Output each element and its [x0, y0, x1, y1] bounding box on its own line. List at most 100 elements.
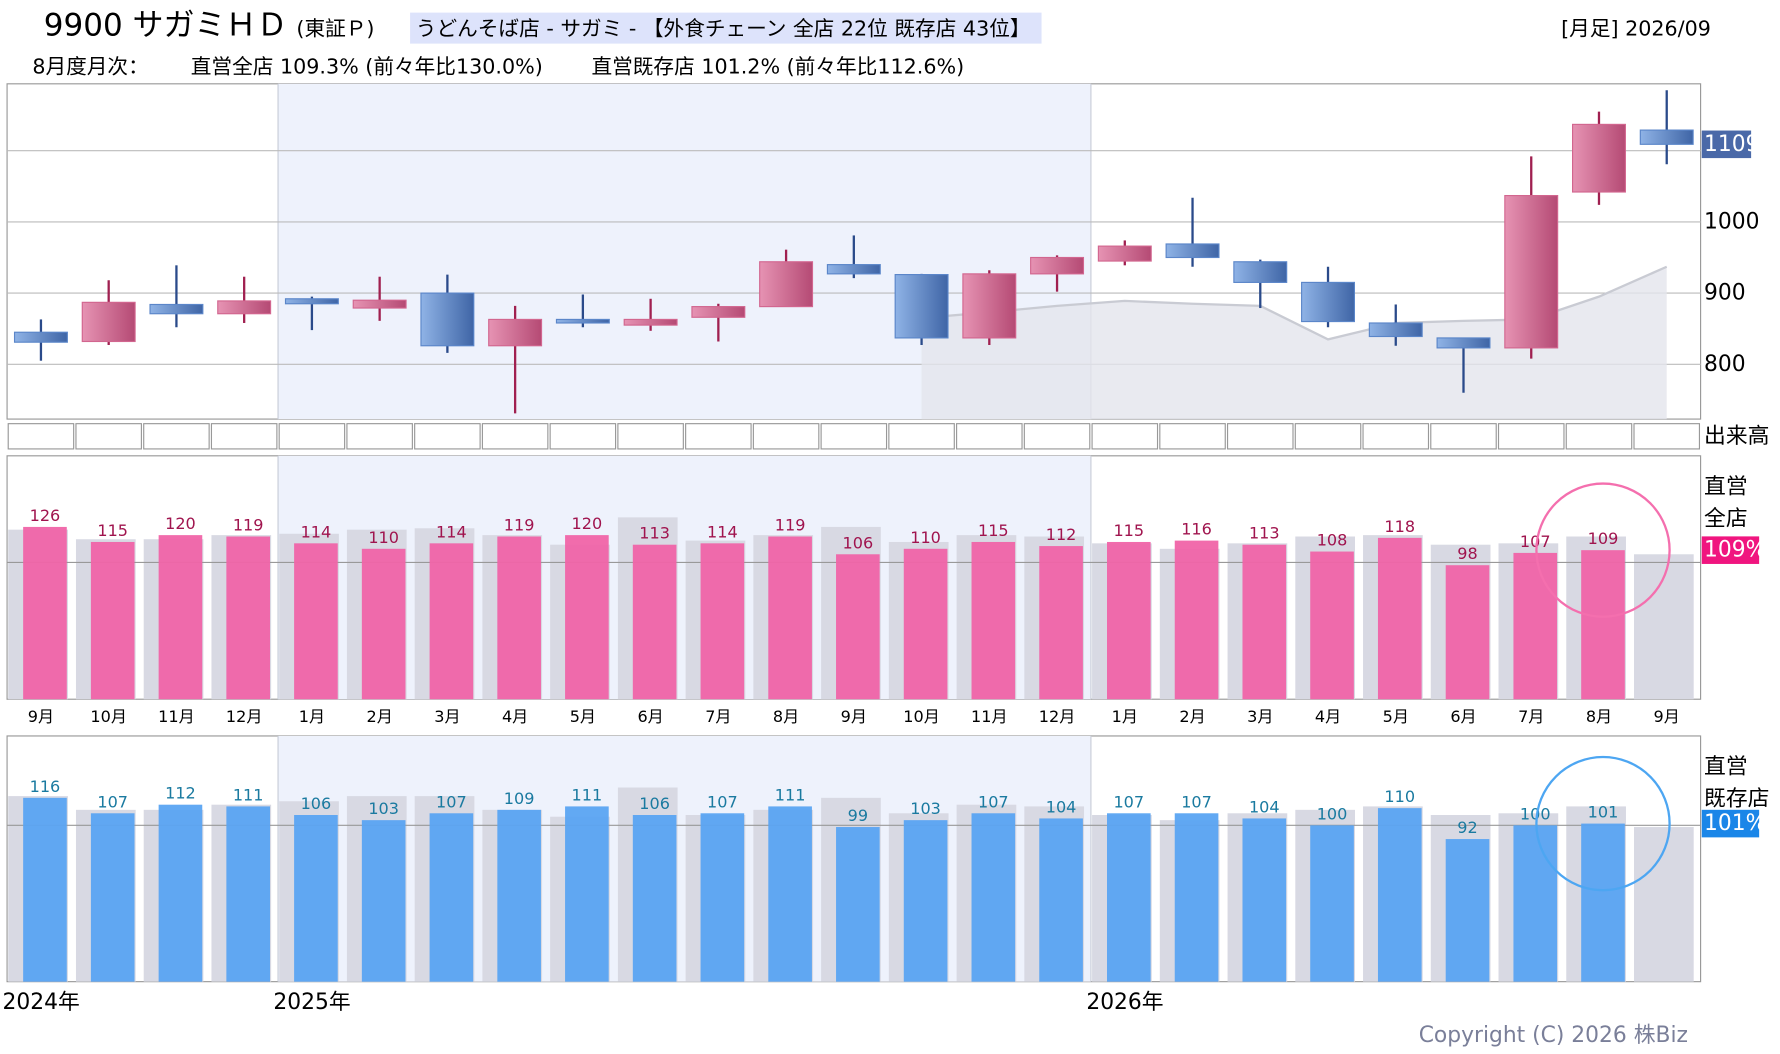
value-label: 114	[301, 522, 332, 541]
bar	[429, 813, 474, 982]
volume-cell	[1091, 423, 1159, 450]
volume-cell	[888, 423, 955, 450]
x-tick-label: 6月	[1450, 707, 1476, 726]
candle-body	[1301, 281, 1355, 323]
year-label: 2026年	[1086, 990, 1163, 1015]
bar	[361, 548, 406, 700]
x-tick-label: 3月	[1247, 707, 1273, 726]
bar	[1242, 818, 1287, 982]
bar	[1242, 544, 1287, 700]
value-label: 107	[436, 792, 467, 811]
volume-cell	[1023, 423, 1091, 450]
value-label: 116	[1181, 520, 1212, 539]
bar	[497, 536, 541, 700]
volume-cell	[481, 423, 549, 450]
x-tick-label: 7月	[705, 707, 731, 726]
value-label: 100	[1317, 804, 1348, 823]
bar	[1581, 823, 1625, 982]
candle-body	[623, 318, 678, 326]
x-tick-label: 11月	[971, 707, 1008, 726]
bar	[294, 815, 338, 982]
volume-cell	[1565, 423, 1633, 450]
bar	[1377, 808, 1422, 982]
bar	[700, 813, 745, 982]
highlight-circle	[1535, 482, 1671, 618]
value-label: 113	[639, 524, 670, 543]
volume-cell	[617, 423, 684, 450]
badge-box	[1701, 536, 1760, 564]
bar	[294, 543, 338, 700]
value-label: 106	[301, 794, 332, 813]
badge-box	[1701, 809, 1760, 838]
candle-body	[13, 331, 68, 343]
bar	[632, 544, 677, 700]
bar	[429, 543, 474, 700]
volume-cell	[1294, 423, 1362, 450]
candle-body	[962, 273, 1017, 339]
volume-cell	[820, 423, 888, 450]
bar	[1377, 537, 1422, 700]
x-tick-label: 10月	[90, 707, 127, 726]
value-label: 104	[1046, 797, 1077, 816]
value-label: 119	[233, 516, 264, 535]
year-label: 2024年	[2, 990, 79, 1015]
bar	[226, 806, 270, 982]
candle-body	[826, 264, 881, 275]
candle-body	[894, 274, 949, 339]
volume-cell	[1226, 423, 1294, 450]
panel-title: 直営	[1704, 754, 1748, 779]
value-label: 108	[1317, 531, 1348, 550]
bar	[1039, 546, 1083, 700]
badge: 109%	[1704, 538, 1766, 563]
volume-cell	[143, 423, 210, 450]
bar	[1310, 551, 1354, 700]
x-tick-label: 4月	[1315, 707, 1341, 726]
x-tick-label: 9月	[28, 707, 54, 726]
bar	[90, 541, 135, 700]
value-label: 106	[843, 533, 874, 552]
value-label: 107	[1181, 792, 1212, 811]
value-label: 110	[1384, 787, 1415, 806]
bar	[1107, 541, 1151, 700]
x-tick-label: 1月	[299, 707, 325, 726]
candle-body	[488, 318, 543, 347]
volume-cell	[685, 423, 752, 450]
candle-body	[284, 298, 339, 305]
value-label: 115	[1113, 521, 1144, 540]
volume-cell	[549, 423, 617, 450]
value-label: 111	[572, 785, 603, 804]
bar	[768, 806, 812, 982]
bar	[1310, 825, 1354, 982]
bar	[1581, 550, 1625, 700]
bar	[497, 809, 541, 982]
volume-cell	[752, 423, 820, 450]
value-label: 111	[233, 785, 264, 804]
value-label: 99	[848, 806, 868, 825]
x-tick-label: 2月	[1179, 707, 1205, 726]
bar	[836, 827, 880, 982]
candle-body	[1504, 194, 1559, 349]
x-tick-label: 3月	[434, 707, 460, 726]
overlay-area	[921, 266, 1667, 420]
candle-body	[1030, 256, 1085, 275]
volume-cell	[414, 423, 481, 450]
value-label: 114	[707, 522, 738, 541]
volume-cell	[1430, 423, 1497, 450]
candle-body	[149, 303, 204, 315]
value-label: 104	[1249, 797, 1280, 816]
bar	[971, 541, 1016, 700]
candle-body	[1097, 245, 1152, 262]
candle-body	[81, 301, 136, 343]
bar	[1107, 813, 1151, 982]
bar	[1513, 825, 1558, 982]
x-tick-label: 9月	[1654, 707, 1680, 726]
value-label: 126	[30, 506, 61, 525]
value-label: 112	[1046, 525, 1077, 544]
x-tick-label: 11月	[158, 707, 195, 726]
category: うどんそば店 - サガミ - 【外食チェーン 全店 22位 既存店 43位】	[416, 17, 1031, 41]
bar	[23, 797, 67, 982]
value-label: 107	[978, 792, 1009, 811]
value-label: 112	[165, 784, 196, 803]
